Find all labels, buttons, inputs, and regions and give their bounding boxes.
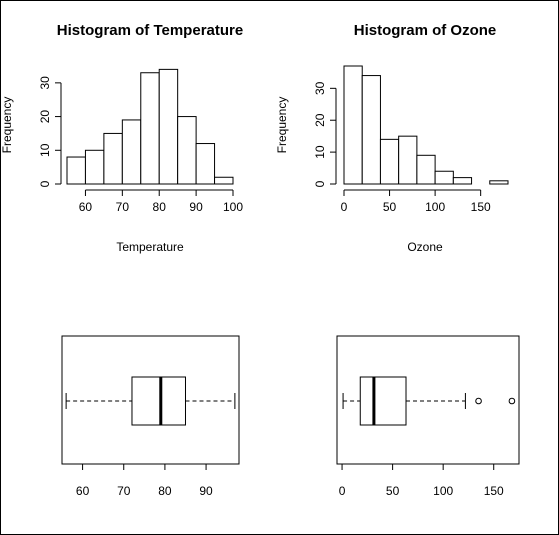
histogram-bar bbox=[66, 156, 86, 185]
x-tick-label: 100 bbox=[433, 484, 453, 498]
y-tick-label: 20 bbox=[38, 110, 52, 124]
y-tick-label: 10 bbox=[38, 143, 52, 157]
histogram-bar bbox=[398, 135, 418, 185]
histogram-ozone: Histogram of Ozone Ozone Frequency 0 50 10… bbox=[275, 22, 509, 254]
x-tick-label: 80 bbox=[158, 484, 172, 498]
y-axis-label: Frequency bbox=[0, 97, 14, 154]
x-axis-label: Ozone bbox=[407, 240, 443, 254]
y-tick-label: 20 bbox=[313, 113, 327, 127]
histogram-bar bbox=[214, 176, 234, 185]
histogram-bar bbox=[434, 170, 454, 185]
x-tick-label: 150 bbox=[471, 200, 491, 214]
outlier-point bbox=[475, 397, 482, 405]
x-tick-label: 60 bbox=[79, 200, 93, 214]
histogram-bar bbox=[121, 119, 142, 185]
histogram-bar bbox=[343, 65, 363, 185]
x-tick-label: 50 bbox=[386, 484, 400, 498]
histogram-bar bbox=[379, 138, 400, 185]
chart-title: Histogram of Temperature bbox=[57, 22, 243, 39]
histogram-bar bbox=[489, 180, 509, 185]
x-tick-label: 70 bbox=[116, 200, 130, 214]
x-tick-label: 90 bbox=[189, 200, 203, 214]
boxplot-temperature: 60 70 80 90 bbox=[61, 335, 240, 498]
histogram-bar bbox=[177, 116, 197, 185]
histogram-bar bbox=[140, 72, 160, 185]
x-tick-label: 0 bbox=[341, 200, 348, 214]
x-tick-label: 150 bbox=[484, 484, 504, 498]
x-tick-label: 100 bbox=[425, 200, 445, 214]
outlier-point bbox=[508, 397, 516, 405]
x-tick-label: 60 bbox=[76, 484, 90, 498]
x-tick-label: 50 bbox=[383, 200, 397, 214]
histogram-temperature: Histogram of Temperature Temperature Fre… bbox=[0, 22, 243, 254]
box-iqr bbox=[131, 376, 186, 426]
x-tick-label: 100 bbox=[223, 200, 243, 214]
box-iqr bbox=[359, 376, 407, 426]
y-tick-label: 30 bbox=[38, 76, 52, 90]
boxplot-ozone: 0 50 100 150 bbox=[336, 335, 520, 498]
histogram-bar bbox=[84, 149, 105, 185]
histogram-bar bbox=[361, 75, 381, 185]
x-tick-label: 70 bbox=[117, 484, 131, 498]
y-tick-label: 0 bbox=[313, 180, 327, 187]
y-tick-label: 0 bbox=[38, 180, 52, 187]
histogram-bar bbox=[416, 154, 436, 185]
chart-title: Histogram of Ozone bbox=[354, 22, 497, 39]
x-tick-label: 80 bbox=[153, 200, 167, 214]
y-tick-label: 30 bbox=[313, 81, 327, 95]
y-axis-label: Frequency bbox=[275, 97, 289, 154]
y-tick-label: 10 bbox=[313, 145, 327, 159]
histogram-bar bbox=[103, 132, 123, 185]
histogram-bar bbox=[195, 143, 216, 185]
x-tick-label: 90 bbox=[199, 484, 213, 498]
x-tick-label: 0 bbox=[339, 484, 346, 498]
histogram-bar bbox=[158, 68, 179, 185]
x-axis-label: Temperature bbox=[116, 240, 184, 254]
histogram-bar bbox=[452, 177, 473, 185]
